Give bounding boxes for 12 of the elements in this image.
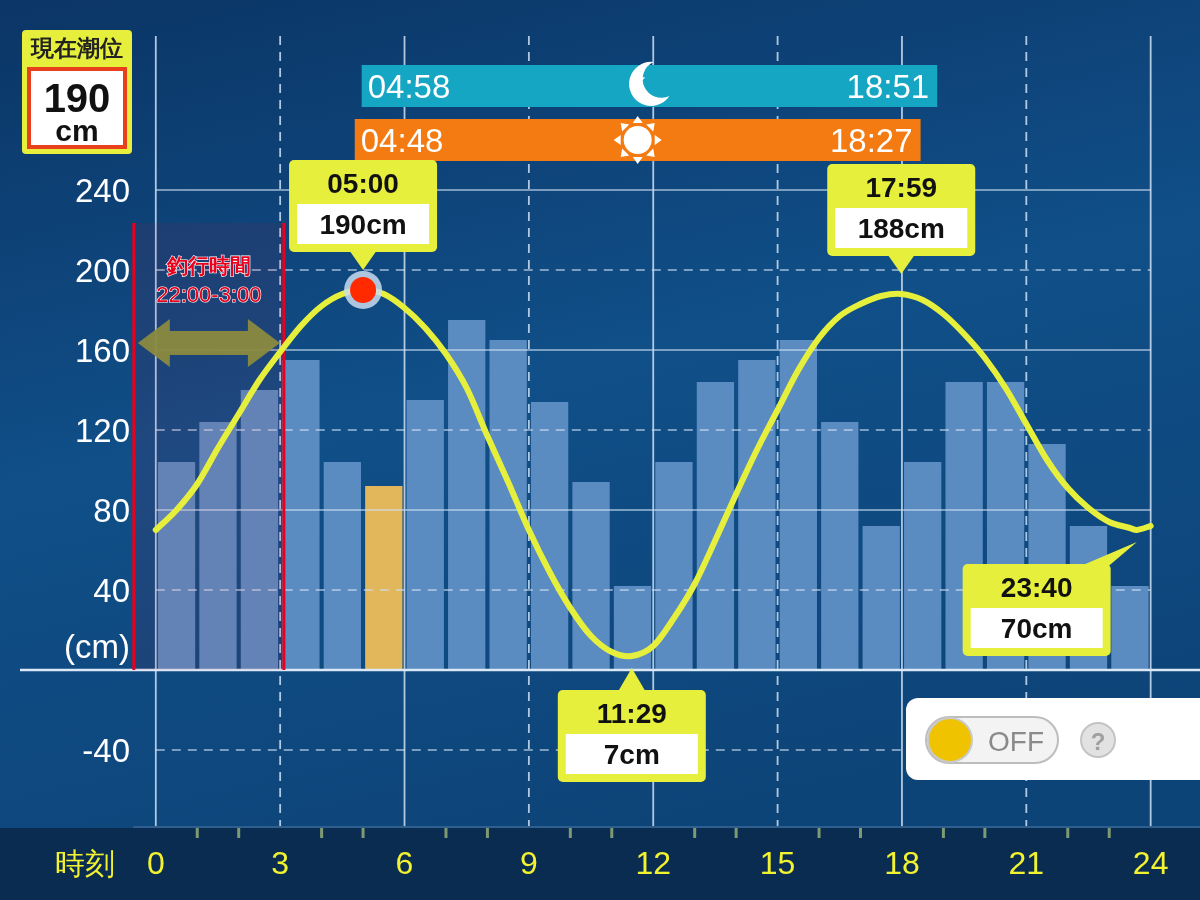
text: 190 cm [43,76,111,147]
annotation: 05:00 190cm [319,167,407,240]
annotation: 11:29 7cm [596,697,667,770]
annotation: 18:27 [830,121,913,159]
annotation: ? [1090,727,1106,755]
text: 現在潮位 [30,35,123,61]
annotation: 04:48 [360,121,444,159]
annotation: OFF [988,725,1044,757]
annotation: 23:40 70cm [1000,571,1073,644]
annotation: 04:58 [367,67,451,105]
annotation: 17:59 188cm [857,171,945,244]
annotation: 18:51 [846,67,930,105]
